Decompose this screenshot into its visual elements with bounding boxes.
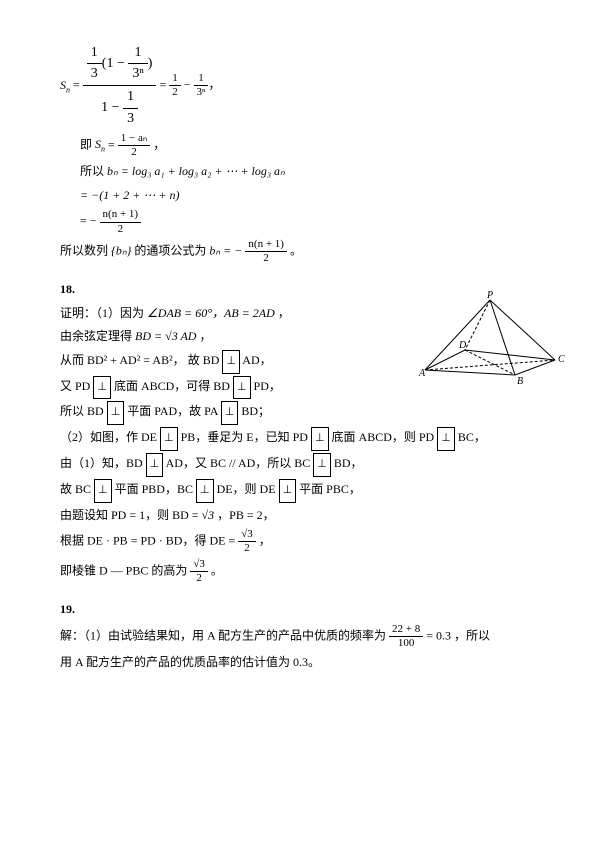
pyramid-diagram: P D A B C [415,290,565,390]
perp-icon: ⊥ [311,427,329,451]
p19-frequency-frac: 22 + 8100 [389,623,423,650]
height-value: √32 [190,558,208,585]
p19-solution-1: 解：（1）由试验结果知，用 A 配方生产的产品中优质的频率为 22 + 8100… [60,623,535,650]
equation-sn: Sn = 13(1 − 13ⁿ) 1 − 13 = 12 − 13ⁿ， [60,42,535,130]
label-A: A [418,368,426,379]
line-bn-def: 所以 bₙ = log₃ a₁ + log₃ a₂ + ⋯ + log₃ aₙ [80,161,535,183]
sn-result-frac: 1 − aₙ2 [118,132,150,159]
p18-part2-3: 故 BC ⊥ 平面 PBD，BC ⊥ DE，则 DE ⊥ 平面 PBC， [60,479,535,503]
p18-part2-4: 由题设知 PD = 1，则 BD = √3 ，PB = 2， [60,505,535,527]
perp-icon: ⊥ [93,376,111,400]
sn-fraction-3: 13ⁿ [194,72,209,99]
line-sn-simplified: 即 Sn = 1 − aₙ2 ， [80,132,535,159]
line-bn-sum: = −(1 + 2 + ⋯ + n) [80,185,535,207]
perp-icon: ⊥ [221,401,239,425]
perp-icon: ⊥ [233,376,251,400]
sn-lhs: Sn [60,78,70,92]
perp-icon: ⊥ [146,453,164,477]
perp-icon: ⊥ [107,401,125,425]
p18-part2-5: 根据 DE · PB = PD · BD，得 DE = √32 ， [60,528,535,555]
label-B: B [517,376,523,387]
de-value: √32 [238,528,256,555]
label-C: C [558,354,565,365]
p18-bd-plane: 所以 BD ⊥ 平面 PAD，故 PA ⊥ BD； [60,401,535,425]
p18-part2-2: 由（1）知，BD ⊥ AD，又 BC // AD，所以 BC ⊥ BD， [60,453,535,477]
perp-icon: ⊥ [196,479,214,503]
sn-fraction-2: 12 [169,72,181,99]
perp-icon: ⊥ [94,479,112,503]
p18-part2-6: 即棱锥 D — PBC 的高为 √32 。 [60,558,535,585]
p18-part2-1: （2）如图，作 DE ⊥ PB，垂足为 E，已知 PD ⊥ 底面 ABCD，则 … [60,427,535,451]
p19-solution-2: 用 A 配方生产的产品的优质品率的估计值为 0.3。 [60,652,535,674]
perp-icon: ⊥ [279,479,297,503]
label-D: D [458,340,467,351]
line-bn-result: = − n(n + 1)2 [80,208,535,235]
bn-frac: n(n + 1)2 [100,208,142,235]
perp-icon: ⊥ [222,350,240,374]
perp-icon: ⊥ [160,427,178,451]
label-P: P [486,290,493,301]
perp-icon: ⊥ [313,453,331,477]
page-content: Sn = 13(1 − 13ⁿ) 1 − 13 = 12 − 13ⁿ， 即 Sn… [0,0,595,716]
perp-icon: ⊥ [437,427,455,451]
sn-fraction-1: 13(1 − 13ⁿ) 1 − 13 [83,42,157,130]
line-bn-conclusion: 所以数列 {bₙ} 的通项公式为 bₙ = − n(n + 1)2 。 [60,238,535,265]
problem-19-header: 19. [60,599,535,621]
